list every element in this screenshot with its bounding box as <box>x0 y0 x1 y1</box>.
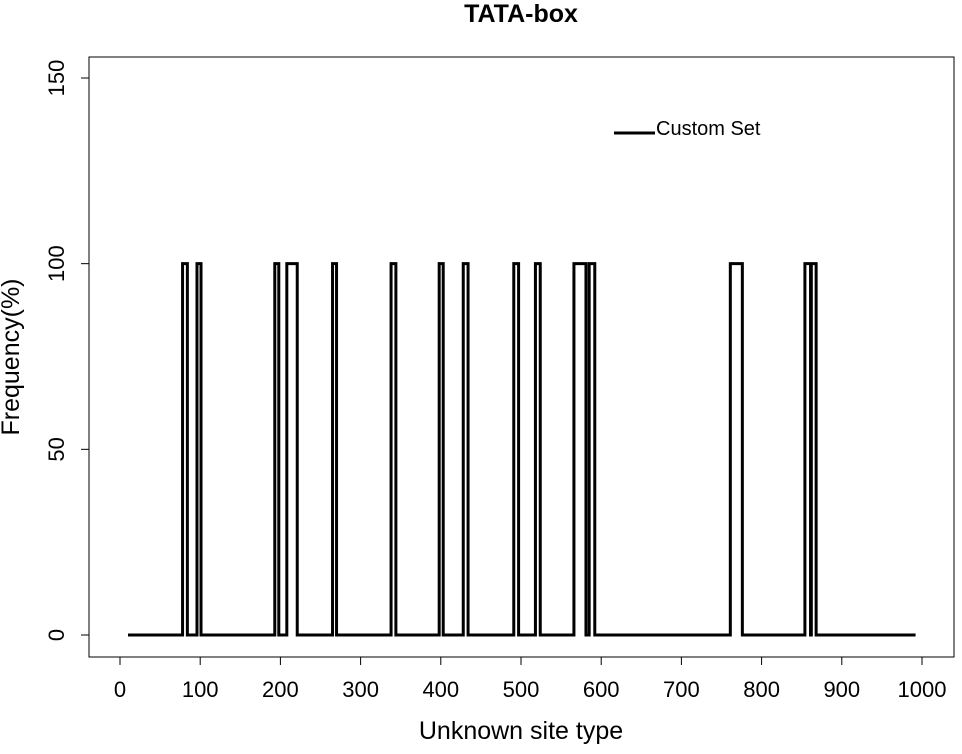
x-tick-label: 700 <box>663 677 700 702</box>
x-tick-label: 600 <box>583 677 620 702</box>
x-tick-label: 100 <box>182 677 219 702</box>
legend-label: Custom Set <box>656 118 761 140</box>
chart-title: TATA-box <box>464 0 578 28</box>
x-axis-label: Unknown site type <box>419 717 623 745</box>
x-tick-label: 400 <box>422 677 459 702</box>
legend: Custom Set <box>614 118 761 140</box>
series-line-custom-set <box>128 262 916 637</box>
x-tick-label: 0 <box>114 677 126 702</box>
y-tick-label: 150 <box>44 60 69 97</box>
y-tick-label: 0 <box>44 629 69 641</box>
x-tick-label: 200 <box>262 677 299 702</box>
plot-frame <box>88 56 955 658</box>
x-tick-label: 900 <box>823 677 860 702</box>
y-tick-label: 100 <box>44 245 69 282</box>
y-tick-label: 50 <box>44 437 69 461</box>
y-axis: 0 50 100 150 <box>44 60 89 641</box>
x-tick-label: 800 <box>743 677 780 702</box>
x-tick-label: 1000 <box>898 677 947 702</box>
x-axis: 0 100 200 300 400 500 600 700 800 900 1000 <box>114 657 947 702</box>
x-tick-label: 300 <box>342 677 379 702</box>
x-tick-label: 500 <box>503 677 540 702</box>
y-axis-label: Frequency(%) <box>0 279 25 436</box>
